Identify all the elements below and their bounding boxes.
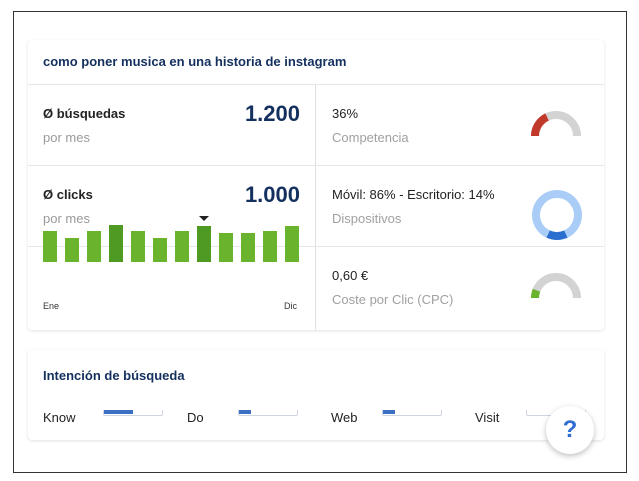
monthly-trend-chart: [43, 220, 299, 262]
competition-gauge: [531, 111, 581, 137]
intent-bar: [238, 410, 298, 416]
gauge-track: [531, 273, 581, 299]
intent-bar-fill: [104, 410, 133, 414]
trend-bar: [109, 225, 123, 262]
intent-label: Know: [43, 410, 76, 425]
trend-bar: [175, 231, 189, 262]
intent-card: Intención de búsqueda Know Do Web Visit: [28, 350, 604, 440]
divider: [28, 165, 604, 166]
trend-bar: [131, 231, 145, 262]
desktop-share: [546, 230, 568, 240]
widget-frame: como poner musica en una historia de ins…: [13, 11, 627, 473]
clicks-sub: por mes: [43, 211, 90, 226]
devices-label: Dispositivos: [332, 211, 402, 226]
mobile-share: [532, 190, 582, 238]
trend-bar: [197, 226, 211, 262]
trend-bar: [241, 233, 255, 262]
intent-bar-fill: [239, 410, 251, 414]
trend-bar: [43, 231, 57, 262]
devices-donut: [532, 190, 582, 240]
trend-bar: [153, 238, 167, 262]
trend-start-label: Ene: [43, 301, 60, 311]
intent-bar-fill: [383, 410, 395, 414]
intent-label: Do: [187, 410, 204, 425]
searches-value: 1.200: [244, 101, 300, 126]
trend-end-label: Dic: [284, 301, 297, 311]
column-divider: [315, 84, 316, 330]
trend-bar: [285, 226, 299, 262]
searches-sub: por mes: [43, 130, 90, 145]
trend-bar: [65, 238, 79, 262]
competition-value: 36%: [332, 106, 359, 121]
trend-bar: [263, 231, 277, 262]
cpc-gauge: [531, 273, 581, 299]
divider: [28, 246, 604, 247]
help-button[interactable]: ?: [546, 406, 594, 454]
intent-label: Visit: [475, 410, 500, 425]
trend-bar: [87, 231, 101, 262]
intent-bar: [382, 410, 442, 416]
clicks-label: Ø clicks: [43, 187, 93, 202]
cpc-label: Coste por Clic (CPC): [332, 292, 454, 307]
gauge-fill: [531, 288, 541, 299]
divider: [28, 84, 604, 85]
keyword-card: como poner musica en una historia de ins…: [28, 40, 604, 330]
competition-label: Competencia: [332, 130, 409, 145]
keyword-title: como poner musica en una historia de ins…: [43, 54, 347, 69]
intent-bar: [103, 410, 163, 416]
devices-value: Móvil: 86% - Escritorio: 14%: [332, 187, 495, 202]
cpc-value: 0,60 €: [332, 268, 369, 283]
intent-title: Intención de búsqueda: [43, 368, 185, 383]
clicks-value: 1.000: [244, 182, 300, 207]
trend-bar: [219, 233, 233, 262]
searches-label: Ø búsquedas: [43, 106, 126, 121]
trend-marker: [199, 216, 209, 221]
intent-label: Web: [331, 410, 358, 425]
gauge-fill: [531, 113, 550, 137]
